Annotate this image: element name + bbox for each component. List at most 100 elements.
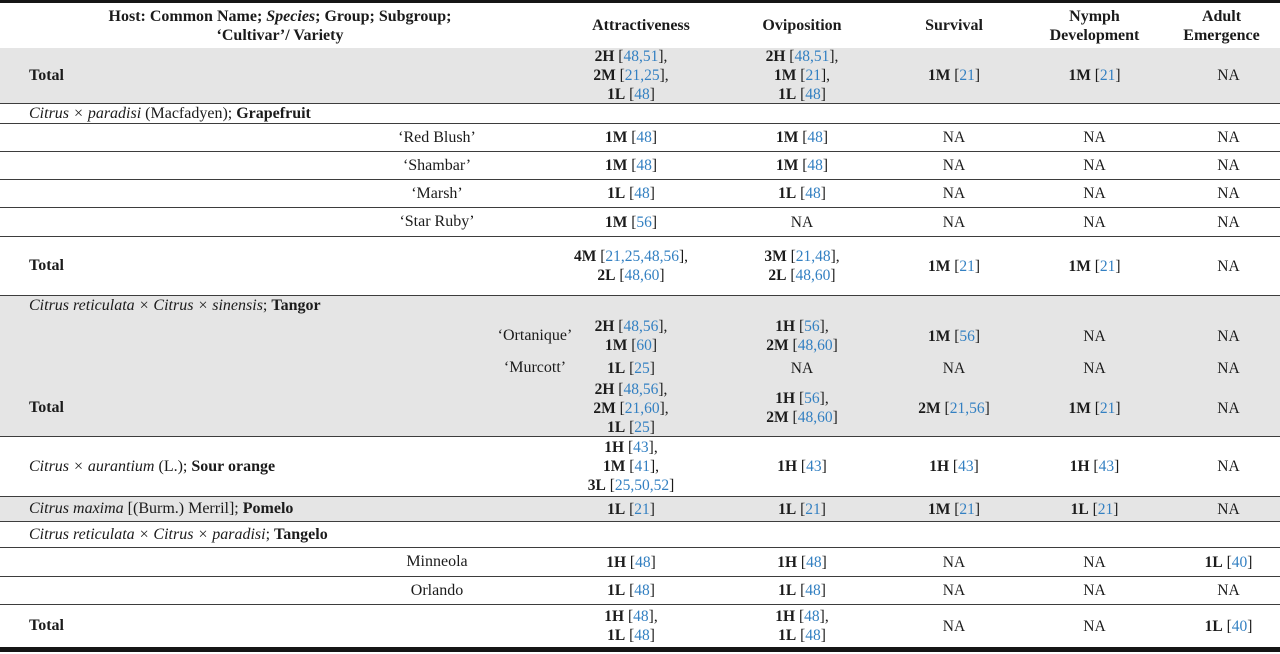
host-cell: Total [0, 237, 560, 295]
rating-value: 1M [603, 458, 626, 475]
value-line: 1H [48], [775, 608, 829, 625]
value-line: NA [1217, 67, 1240, 84]
cell-survival: 1H [43] [882, 437, 1026, 496]
citation-link[interactable]: 25 [634, 418, 650, 436]
citation-link[interactable]: 21 [1099, 257, 1116, 275]
citation-link[interactable]: 48,60 [795, 267, 831, 284]
citation-link[interactable]: 21 [959, 257, 975, 275]
citation-link[interactable]: 21,25,48,56 [605, 248, 679, 265]
value-line: NA [942, 129, 966, 146]
citation-link[interactable]: 25 [634, 359, 650, 377]
citation-link[interactable]: 21,56 [949, 399, 985, 417]
citation-link[interactable]: 40 [1231, 553, 1248, 571]
rating-value: 1L [607, 627, 626, 644]
citation-link[interactable]: 48,60 [797, 337, 833, 354]
citation-link[interactable]: 21 [959, 67, 975, 84]
citation-link[interactable]: 21,60 [624, 399, 660, 417]
cultivar-label: ‘Shambar’ [402, 156, 472, 174]
value-line: 1M [21] [927, 500, 981, 518]
citation-link[interactable]: 48 [634, 627, 650, 644]
cell-nymph-development [1026, 522, 1163, 547]
citation-link[interactable]: 48 [807, 157, 823, 174]
citation-link[interactable]: 56 [804, 318, 820, 335]
citation-link[interactable]: 48 [807, 129, 823, 146]
citation-link[interactable]: 43 [958, 458, 974, 475]
cell-survival: NA [882, 208, 1026, 236]
value-line: 1H [56], [775, 390, 829, 407]
citation-link[interactable]: 48,60 [624, 267, 660, 284]
citation-link[interactable]: 48 [634, 185, 650, 202]
value-line: 1L [40] [1204, 617, 1253, 635]
rating-value: 4M [573, 248, 597, 265]
host-header-post: ; Group; Subgroup; [315, 7, 452, 25]
citation-link[interactable]: 21 [805, 500, 821, 518]
cell-survival: NA [882, 577, 1026, 604]
citation-link[interactable]: 48 [634, 582, 650, 599]
value-line: 2H [48,51], [594, 48, 668, 65]
cell-adult-emergence: NA [1163, 437, 1280, 496]
citation-link[interactable]: 48,51 [623, 48, 659, 65]
citation-link[interactable]: 25,50,52 [614, 477, 670, 494]
total-row: Total 2H [48,56], 2M [21,60], 1L [25] 1H [56… [0, 380, 1280, 437]
rating-value: 1H [777, 553, 798, 571]
cell-nymph-development: 1L [21] [1026, 497, 1163, 521]
citation-link[interactable]: 21 [805, 67, 821, 84]
citation-link[interactable]: 56 [804, 390, 820, 407]
value-line: NA [1217, 582, 1240, 599]
host-cell: Total [0, 380, 560, 436]
citation-link[interactable]: 48,56 [623, 318, 659, 335]
citation-link[interactable]: 21 [1099, 399, 1116, 417]
cell-oviposition: 1H [56], 2M [48,60] [722, 380, 882, 436]
citation-link[interactable]: 48 [633, 608, 649, 625]
citation-link[interactable]: 43 [1098, 458, 1115, 475]
cell-survival [882, 296, 1026, 316]
citation-link[interactable]: 40 [1231, 617, 1248, 635]
citation-link[interactable]: 43 [806, 458, 822, 475]
citation-link[interactable]: 56 [636, 213, 652, 231]
rating-value: 2H [594, 318, 615, 335]
citation-link[interactable]: 43 [633, 439, 649, 456]
rating-value: 1L [607, 359, 626, 377]
citation-link[interactable]: 48 [805, 185, 821, 202]
citation-link[interactable]: 48 [805, 582, 821, 599]
citation-link[interactable]: 48 [805, 86, 821, 103]
cultivar-row: ‘Star Ruby’ 1M [56] NA NA NA NA [0, 208, 1280, 237]
value-line: 1M [60] [604, 337, 658, 354]
value-line: NA [1217, 327, 1240, 345]
citation-link[interactable]: 48 [636, 157, 652, 174]
cell-adult-emergence: NA [1163, 356, 1280, 380]
citation-link[interactable]: 21 [634, 500, 650, 518]
citation-link[interactable]: 21 [1097, 500, 1114, 518]
value-line: 1L [21] [607, 500, 655, 518]
rating-value: 1H [606, 553, 627, 571]
citation-link[interactable]: 21,48 [795, 248, 831, 265]
citation-link[interactable]: 48 [635, 553, 651, 571]
cell-oviposition [722, 104, 882, 123]
citation-link[interactable]: 56 [959, 327, 975, 345]
rating-value: 1M [1068, 399, 1091, 417]
value-line: 1L [48] [778, 185, 826, 202]
value-line: NA [1217, 157, 1240, 174]
citation-link[interactable]: 48,60 [797, 409, 833, 426]
citation-link[interactable]: 60 [636, 337, 652, 354]
cell-attractiveness: 1L [48] [560, 577, 722, 604]
citation-link[interactable]: 48 [634, 86, 650, 103]
citation-link[interactable]: 48 [806, 553, 822, 571]
value-line: 1H [48] [777, 553, 827, 571]
value-line: 1M [41], [603, 458, 659, 475]
citation-link[interactable]: 48,51 [794, 48, 830, 65]
cell-adult-emergence: 1L [40] [1163, 605, 1280, 647]
citation-link[interactable]: 21,25 [624, 67, 660, 84]
citation-link[interactable]: 21 [959, 500, 975, 518]
cell-nymph-development: 1H [43] [1026, 437, 1163, 496]
citation-link[interactable]: 21 [1099, 67, 1116, 84]
citation-link[interactable]: 41 [634, 458, 650, 475]
cell-oviposition: 1L [48] [722, 577, 882, 604]
citation-link[interactable]: 48,56 [623, 380, 659, 398]
authority-text: ; [265, 525, 275, 543]
citation-link[interactable]: 48 [636, 129, 652, 146]
value-line: 1M [56] [604, 213, 658, 231]
citation-link[interactable]: 48 [805, 627, 821, 644]
citation-link[interactable]: 48 [804, 608, 820, 625]
